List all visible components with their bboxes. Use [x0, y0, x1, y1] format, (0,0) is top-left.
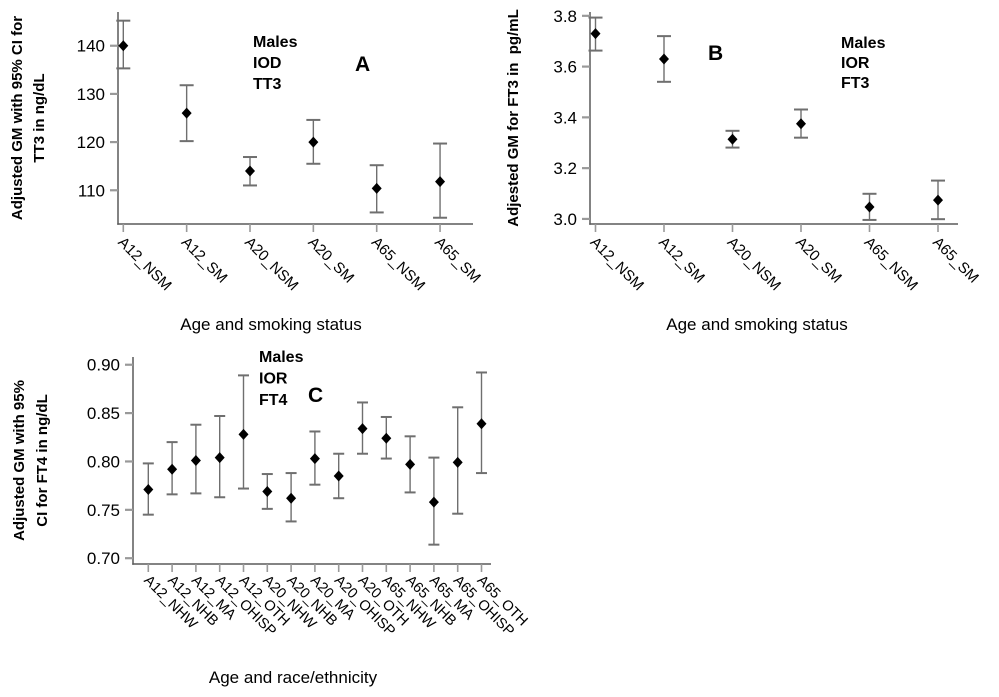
data-point-marker [452, 456, 463, 468]
data-point-marker [308, 136, 319, 148]
x-tick-label: A65_SM [431, 234, 484, 287]
y-axis-title: Adjusted GM with 95% [11, 380, 28, 541]
x-tick-label: A20_SM [792, 234, 845, 287]
data-point-marker [214, 452, 225, 464]
x-tick-label: A65_NSM [861, 234, 921, 294]
data-point-marker [371, 182, 382, 194]
x-tick-label: A20_NSM [724, 234, 784, 294]
axes: 3.0 3.2 3.4 3.6 3.8 A12_NSM A12_SM A20_NSM A20_S… [553, 7, 982, 294]
x-tick-label: A65_SM [929, 234, 982, 287]
x-tick-label: A20_SM [305, 234, 358, 287]
y-tick-label: 3.6 [553, 58, 577, 77]
y-axis-title: Adjested GM for FT3 in pg/mL [505, 9, 522, 227]
data-series [142, 371, 487, 546]
data-point-marker [357, 423, 368, 435]
y-tick-label: 140 [77, 37, 105, 56]
data-point-marker [181, 107, 192, 119]
data-point-marker [428, 496, 439, 508]
data-series [588, 16, 945, 221]
x-axis-title: Age and smoking status [180, 315, 361, 334]
x-tick-label: A20_NSM [241, 234, 301, 294]
panel-b-chart: 3.0 3.2 3.4 3.6 3.8 A12_NSM A12_SM A20_NSM A20_S… [505, 7, 982, 334]
data-point-marker [933, 194, 943, 206]
data-point-marker [727, 133, 738, 145]
data-point-marker [167, 463, 178, 475]
data-point-marker [864, 201, 875, 213]
annotation-line: IOR [841, 55, 870, 72]
x-tick-label: A12_NSM [114, 234, 174, 294]
y-tick-label: 0.75 [87, 501, 120, 520]
x-tick-label: A12_NSM [587, 234, 647, 294]
data-point-marker [238, 428, 249, 440]
data-point-marker [476, 418, 487, 430]
annotation-line: FT3 [841, 75, 870, 92]
x-axis-title: Age and smoking status [666, 315, 847, 334]
annotation-line: Males [253, 34, 298, 51]
y-axis-title: TT3 in ng/dL [31, 73, 48, 162]
data-point-marker [333, 470, 344, 482]
data-point-marker [405, 458, 416, 470]
y-tick-label: 130 [77, 85, 105, 104]
x-tick-label: A65_NSM [368, 234, 428, 294]
y-axis-title: Adjusted GM with 95% CI for [9, 16, 26, 220]
x-tick-label: A12_SM [655, 234, 708, 287]
annotation-block: Males IOR FT3 [841, 35, 886, 92]
annotation-block: Males IOD TT3 [253, 34, 298, 93]
data-point-marker [143, 484, 154, 496]
data-point-marker [262, 485, 273, 497]
data-point-marker [118, 40, 129, 52]
y-tick-label: 3.0 [553, 210, 577, 229]
y-tick-label: 3.4 [553, 108, 577, 127]
panel-letter: C [308, 384, 323, 407]
annotation-line: TT3 [253, 76, 282, 93]
y-tick-label: 3.8 [553, 7, 577, 26]
data-point-marker [286, 492, 297, 504]
y-tick-label: 120 [77, 133, 105, 152]
panel-c-chart: 0.700.750.800.850.90A12_NHWA12_NHBA12_MA… [11, 349, 531, 687]
panel-letter: B [708, 42, 723, 65]
annotation-block: Males IOR FT4 [259, 349, 304, 409]
panel-letter: A [355, 53, 370, 76]
annotation-line: Males [259, 349, 304, 366]
data-point-marker [190, 455, 201, 466]
annotation-line: Males [841, 35, 886, 52]
data-point-marker [245, 165, 255, 177]
y-tick-label: 0.85 [87, 404, 120, 423]
y-tick-label: 0.70 [87, 549, 120, 568]
y-tick-label: 0.90 [87, 356, 120, 375]
data-point-marker [435, 176, 446, 188]
annotation-line: IOD [253, 55, 281, 72]
annotation-line: FT4 [259, 392, 288, 409]
x-tick-label: A12_SM [178, 234, 231, 287]
annotation-line: IOR [259, 371, 288, 388]
data-point-marker [590, 28, 601, 40]
data-point-marker [796, 118, 806, 130]
y-tick-label: 3.2 [553, 159, 577, 178]
data-series [116, 19, 448, 219]
y-tick-label: 110 [78, 181, 105, 200]
y-axis-title: CI for FT4 in ng/dL [34, 394, 51, 526]
x-axis-title: Age and race/ethnicity [209, 668, 378, 687]
data-point-marker [309, 453, 320, 465]
data-point-marker [381, 432, 392, 444]
data-point-marker [659, 53, 669, 65]
y-tick-label: 0.80 [87, 452, 120, 471]
